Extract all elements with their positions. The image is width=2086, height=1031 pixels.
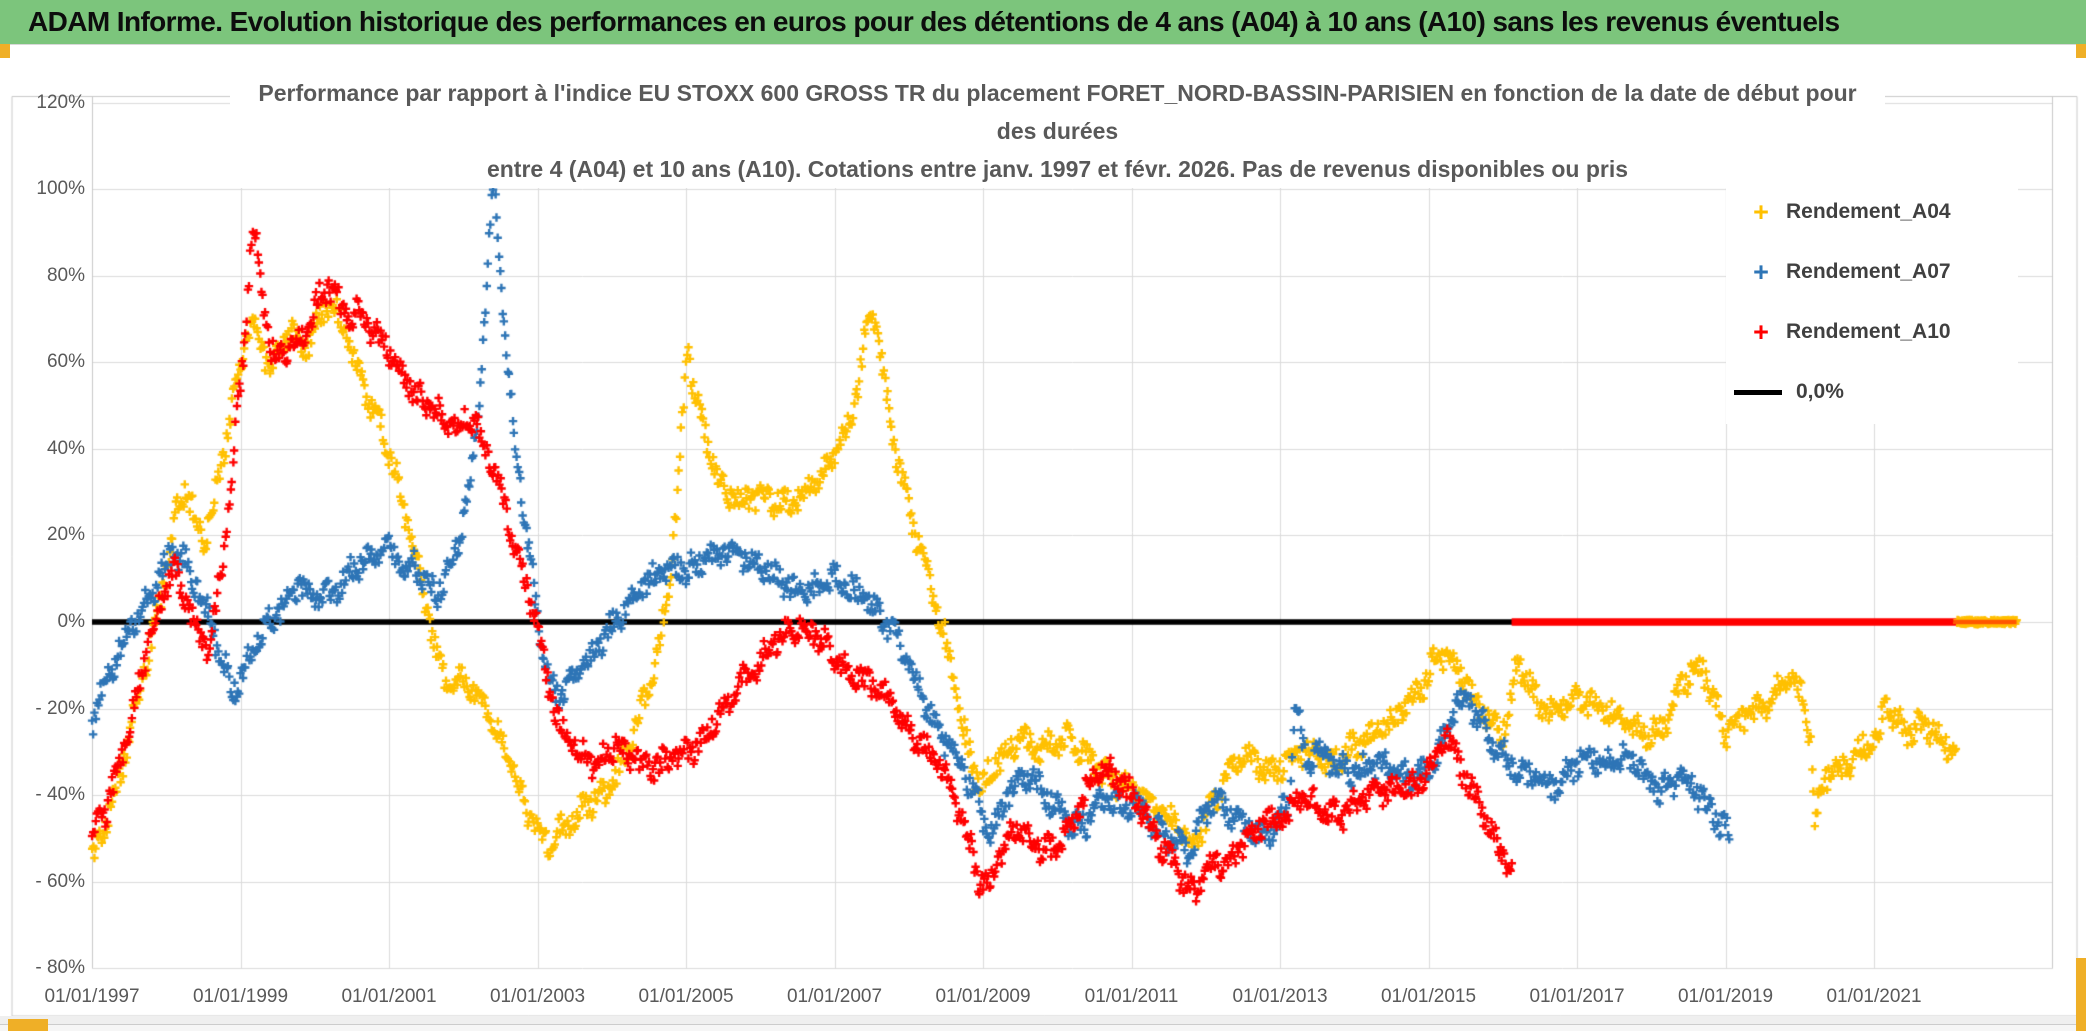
x-tick-label: 01/01/2005 xyxy=(638,986,734,1007)
x-tick-label: 01/01/1999 xyxy=(192,986,289,1007)
y-tick-label: - 60% xyxy=(35,870,85,892)
x-tick-label: 01/01/2017 xyxy=(1529,986,1625,1007)
legend-item-rendement-a10: + Rendement_A10 xyxy=(1726,302,2018,362)
x-tick-label: 01/01/2015 xyxy=(1380,986,1477,1007)
y-tick-label: 120% xyxy=(36,91,85,113)
x-tick-label: 01/01/2003 xyxy=(489,986,586,1007)
y-tick-label: 20% xyxy=(46,524,85,546)
legend-item-rendement-a07: + Rendement_A07 xyxy=(1726,242,2018,302)
x-tick-label: 01/01/2007 xyxy=(786,986,883,1007)
header-bar: ADAM Informe. Evolution historique des p… xyxy=(0,0,2086,45)
chart-title-line-2: des durées xyxy=(996,118,1119,144)
plus-marker-icon: + xyxy=(1753,317,1769,347)
y-tick-label: - 80% xyxy=(35,957,85,979)
x-tick-label: 01/01/2009 xyxy=(935,986,1031,1007)
header-title: ADAM Informe. Evolution historique des p… xyxy=(28,6,1840,37)
legend-label: Rendement_A10 xyxy=(1786,320,1951,343)
chart-title-line-3: entre 4 (A04) et 10 ans (A10). Cotations… xyxy=(486,156,1629,182)
bottom-bar xyxy=(0,1016,2086,1025)
plus-marker-icon: + xyxy=(1753,197,1769,227)
x-tick-label: 01/01/2013 xyxy=(1232,986,1328,1007)
plus-marker-icon: + xyxy=(1753,257,1769,287)
x-tick-label: 01/01/2021 xyxy=(1826,986,1922,1007)
legend-item-0-0-: 0,0% xyxy=(1726,362,2018,422)
legend-label: 0,0% xyxy=(1796,380,1844,403)
gold-accent-bottom-right xyxy=(2076,958,2086,1031)
y-tick-label: 40% xyxy=(46,437,85,459)
gold-accent-bottom-left xyxy=(8,1019,48,1031)
legend-item-rendement-a04: + Rendement_A04 xyxy=(1726,182,2018,242)
chart-title-line-1: Performance par rapport à l'indice EU ST… xyxy=(258,80,1857,106)
y-tick-label: 100% xyxy=(36,178,85,200)
x-tick-label: 01/01/2001 xyxy=(341,986,437,1007)
legend-label: Rendement_A04 xyxy=(1786,200,1951,223)
y-tick-label: 80% xyxy=(46,264,85,286)
gold-accent-top-right xyxy=(2076,44,2086,58)
y-tick-label: - 20% xyxy=(35,697,85,719)
x-tick-label: 01/01/2019 xyxy=(1677,986,1774,1007)
gold-accent-top-left xyxy=(0,44,10,58)
y-tick-label: 60% xyxy=(46,351,85,373)
x-tick-label: 01/01/1997 xyxy=(44,986,140,1007)
legend-label: Rendement_A07 xyxy=(1786,260,1951,283)
y-tick-label: - 40% xyxy=(35,784,85,806)
legend: + Rendement_A04 + Rendement_A07 + Rendement_A… xyxy=(1726,182,2018,424)
x-tick-label: 01/01/2011 xyxy=(1084,986,1179,1007)
zero-line-sample-icon xyxy=(1734,389,1782,395)
y-tick-label: 0% xyxy=(57,611,85,632)
chart-title: Performance par rapport à l'indice EU ST… xyxy=(230,74,1885,188)
bottom-bar-lower xyxy=(0,1025,2086,1031)
